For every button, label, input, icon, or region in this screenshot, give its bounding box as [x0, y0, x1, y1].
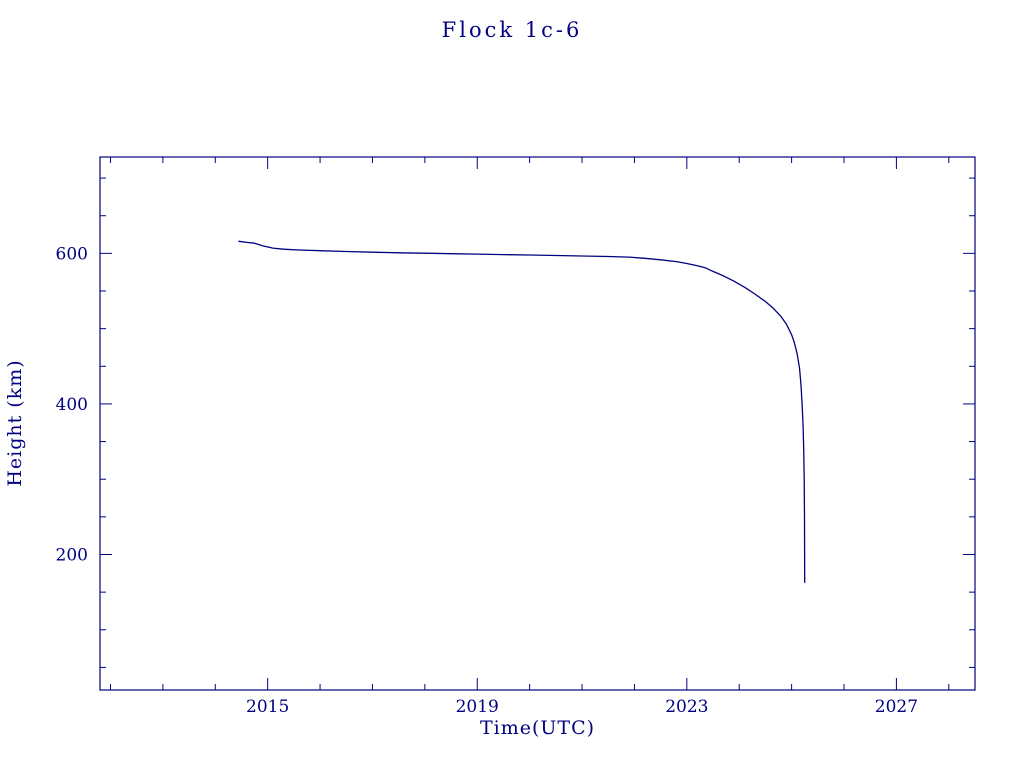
y-tick-label: 600: [56, 244, 88, 264]
y-tick-label: 400: [56, 395, 88, 415]
y-tick-label: 200: [56, 545, 88, 565]
plot-frame: [99, 156, 976, 691]
x-tick-label: 2027: [875, 697, 918, 717]
x-tick-label: 2019: [456, 697, 499, 717]
x-tick-label: 2023: [665, 697, 708, 717]
chart-title: Flock 1c-6: [441, 18, 583, 42]
x-tick-label: 2015: [246, 697, 289, 717]
data-line: [238, 240, 806, 583]
x-axis-label: Time(UTC): [479, 717, 596, 739]
